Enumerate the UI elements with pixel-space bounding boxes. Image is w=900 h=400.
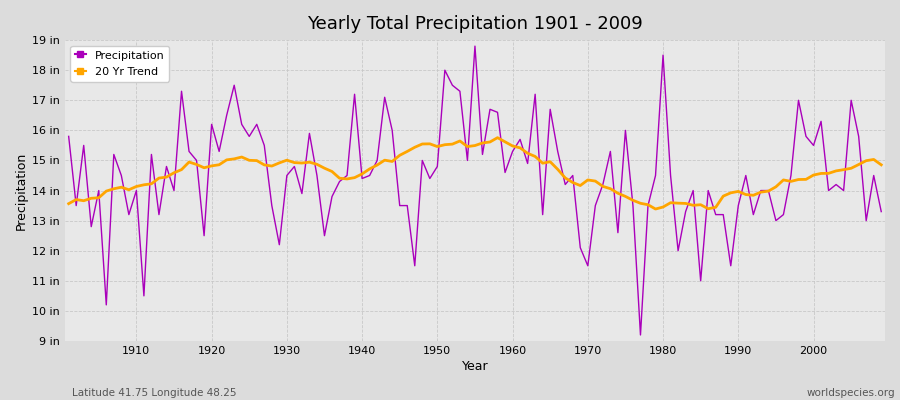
Title: Yearly Total Precipitation 1901 - 2009: Yearly Total Precipitation 1901 - 2009 <box>307 15 643 33</box>
Text: worldspecies.org: worldspecies.org <box>807 388 896 398</box>
Y-axis label: Precipitation: Precipitation <box>15 152 28 230</box>
X-axis label: Year: Year <box>462 360 489 373</box>
Text: Latitude 41.75 Longitude 48.25: Latitude 41.75 Longitude 48.25 <box>72 388 237 398</box>
Legend: Precipitation, 20 Yr Trend: Precipitation, 20 Yr Trend <box>70 46 169 82</box>
